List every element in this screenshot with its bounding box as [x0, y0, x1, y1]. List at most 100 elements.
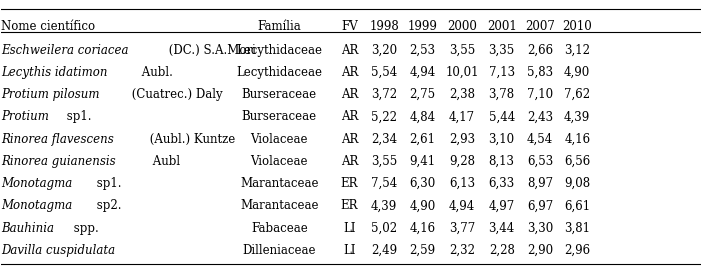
- Text: 2,66: 2,66: [527, 44, 553, 57]
- Text: Aubl.: Aubl.: [138, 66, 173, 79]
- Text: 8,97: 8,97: [527, 177, 553, 190]
- Text: 2,34: 2,34: [371, 133, 397, 146]
- Text: 2,96: 2,96: [564, 244, 590, 257]
- Text: 5,54: 5,54: [371, 66, 397, 79]
- Text: 1999: 1999: [408, 20, 437, 33]
- Text: 5,02: 5,02: [371, 222, 397, 235]
- Text: 3,55: 3,55: [371, 155, 397, 168]
- Text: 2007: 2007: [525, 20, 555, 33]
- Text: 3,20: 3,20: [371, 44, 397, 57]
- Text: 2,59: 2,59: [409, 244, 436, 257]
- Text: 5,83: 5,83: [527, 66, 553, 79]
- Text: 3,10: 3,10: [489, 133, 515, 146]
- Text: 2,43: 2,43: [527, 110, 553, 123]
- Text: AR: AR: [340, 88, 358, 101]
- Text: Violaceae: Violaceae: [251, 155, 308, 168]
- Text: 3,55: 3,55: [449, 44, 475, 57]
- Text: 6,30: 6,30: [409, 177, 436, 190]
- Text: 6,56: 6,56: [564, 155, 590, 168]
- Text: 4,39: 4,39: [371, 199, 397, 212]
- Text: 7,54: 7,54: [371, 177, 397, 190]
- Text: 2010: 2010: [562, 20, 592, 33]
- Text: (Aubl.) Kuntze: (Aubl.) Kuntze: [146, 133, 236, 146]
- Text: Marantaceae: Marantaceae: [240, 199, 319, 212]
- Text: 7,13: 7,13: [489, 66, 515, 79]
- Text: Burseraceae: Burseraceae: [241, 110, 317, 123]
- Text: Bauhinia: Bauhinia: [1, 222, 54, 235]
- Text: 5,44: 5,44: [489, 110, 515, 123]
- Text: Marantaceae: Marantaceae: [240, 177, 319, 190]
- Text: 2000: 2000: [447, 20, 477, 33]
- Text: 4,84: 4,84: [409, 110, 436, 123]
- Text: 2,90: 2,90: [527, 244, 553, 257]
- Text: sp2.: sp2.: [93, 199, 121, 212]
- Text: AR: AR: [340, 110, 358, 123]
- Text: Protium: Protium: [1, 110, 49, 123]
- Text: 6,61: 6,61: [564, 199, 590, 212]
- Text: 3,78: 3,78: [489, 88, 515, 101]
- Text: AR: AR: [340, 66, 358, 79]
- Text: AR: AR: [340, 44, 358, 57]
- Text: (DC.) S.A.Mori: (DC.) S.A.Mori: [165, 44, 256, 57]
- Text: 2,75: 2,75: [409, 88, 436, 101]
- Text: 9,28: 9,28: [449, 155, 475, 168]
- Text: 3,44: 3,44: [489, 222, 515, 235]
- Text: 4,16: 4,16: [564, 133, 590, 146]
- Text: Monotagma: Monotagma: [1, 177, 72, 190]
- Text: Dilleniaceae: Dilleniaceae: [243, 244, 316, 257]
- Text: 3,12: 3,12: [564, 44, 590, 57]
- Text: 2001: 2001: [486, 20, 517, 33]
- Text: Fabaceae: Fabaceae: [251, 222, 307, 235]
- Text: 1998: 1998: [369, 20, 399, 33]
- Text: 2,53: 2,53: [409, 44, 436, 57]
- Text: AR: AR: [340, 133, 358, 146]
- Text: 6,13: 6,13: [449, 177, 475, 190]
- Text: 4,90: 4,90: [564, 66, 590, 79]
- Text: 7,10: 7,10: [527, 88, 553, 101]
- Text: 3,30: 3,30: [527, 222, 553, 235]
- Text: 9,41: 9,41: [409, 155, 436, 168]
- Text: ER: ER: [340, 177, 358, 190]
- Text: LI: LI: [343, 244, 355, 257]
- Text: 4,17: 4,17: [449, 110, 475, 123]
- Text: 3,35: 3,35: [489, 44, 515, 57]
- Text: Protium pilosum: Protium pilosum: [1, 88, 100, 101]
- Text: Eschweilera coriacea: Eschweilera coriacea: [1, 44, 129, 57]
- Text: spp.: spp.: [69, 222, 98, 235]
- Text: 3,77: 3,77: [449, 222, 475, 235]
- Text: Nome científico: Nome científico: [1, 20, 95, 33]
- Text: 7,62: 7,62: [564, 88, 590, 101]
- Text: 2,49: 2,49: [371, 244, 397, 257]
- Text: sp1.: sp1.: [63, 110, 91, 123]
- Text: 9,08: 9,08: [564, 177, 590, 190]
- Text: Lecythidaceae: Lecythidaceae: [237, 44, 322, 57]
- Text: Rinorea flavescens: Rinorea flavescens: [1, 133, 114, 146]
- Text: 4,39: 4,39: [564, 110, 590, 123]
- Text: 5,22: 5,22: [371, 110, 397, 123]
- Text: (Cuatrec.) Daly: (Cuatrec.) Daly: [128, 88, 223, 101]
- Text: LI: LI: [343, 222, 355, 235]
- Text: Monotagma: Monotagma: [1, 199, 72, 212]
- Text: 2,38: 2,38: [449, 88, 475, 101]
- Text: Família: Família: [258, 20, 301, 33]
- Text: FV: FV: [341, 20, 357, 33]
- Text: Violaceae: Violaceae: [251, 133, 308, 146]
- Text: 2,28: 2,28: [489, 244, 515, 257]
- Text: 4,90: 4,90: [409, 199, 436, 212]
- Text: ER: ER: [340, 199, 358, 212]
- Text: sp1.: sp1.: [93, 177, 121, 190]
- Text: 6,33: 6,33: [489, 177, 515, 190]
- Text: 4,94: 4,94: [409, 66, 436, 79]
- Text: Lecythidaceae: Lecythidaceae: [237, 66, 322, 79]
- Text: 8,13: 8,13: [489, 155, 515, 168]
- Text: Rinorea guianensis: Rinorea guianensis: [1, 155, 116, 168]
- Text: 10,01: 10,01: [446, 66, 479, 79]
- Text: 4,16: 4,16: [409, 222, 436, 235]
- Text: 2,93: 2,93: [449, 133, 475, 146]
- Text: 2,61: 2,61: [410, 133, 436, 146]
- Text: 4,97: 4,97: [489, 199, 515, 212]
- Text: Lecythis idatimon: Lecythis idatimon: [1, 66, 108, 79]
- Text: 3,72: 3,72: [371, 88, 397, 101]
- Text: Davilla cuspidulata: Davilla cuspidulata: [1, 244, 116, 257]
- Text: 4,94: 4,94: [449, 199, 475, 212]
